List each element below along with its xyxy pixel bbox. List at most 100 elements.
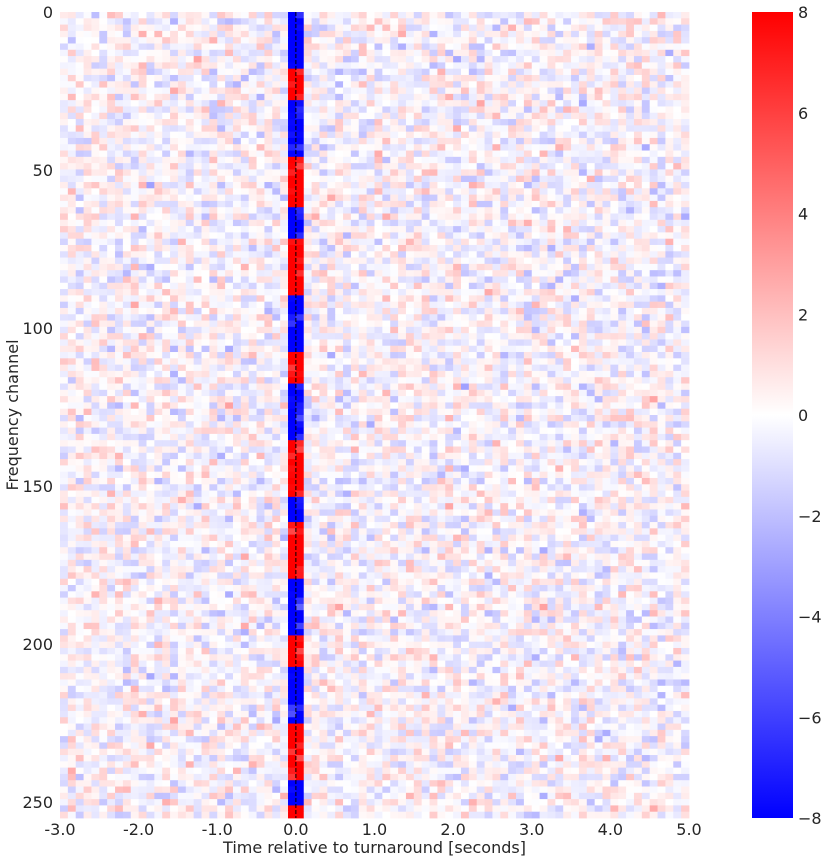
heatmap-cell	[264, 125, 273, 133]
heatmap-cell	[193, 74, 202, 82]
heatmap-cell	[437, 251, 446, 258]
heatmap-cell	[555, 270, 564, 277]
heatmap-cell	[232, 402, 242, 410]
heatmap-cell	[460, 49, 470, 57]
heatmap-cell	[201, 194, 210, 202]
heatmap-cell	[335, 226, 344, 233]
heatmap-cell	[295, 251, 305, 258]
heatmap-cell	[327, 251, 336, 258]
heatmap-cell	[138, 137, 147, 145]
heatmap-cell	[201, 37, 210, 44]
heatmap-cell	[232, 352, 242, 359]
heatmap-cell	[99, 119, 108, 126]
heatmap-cell	[177, 364, 187, 372]
heatmap-cell	[460, 333, 470, 340]
heatmap-cell	[280, 364, 289, 372]
heatmap-cell	[405, 106, 415, 114]
heatmap-cell	[240, 93, 250, 101]
heatmap-cell	[295, 307, 305, 315]
heatmap-cell	[201, 314, 210, 321]
heatmap-cell	[217, 307, 226, 315]
heatmap-cell	[154, 370, 163, 378]
heatmap-cell	[146, 43, 155, 51]
heatmap-cell	[492, 345, 501, 353]
heatmap-cell	[303, 301, 312, 309]
heatmap-cell	[350, 150, 360, 158]
heatmap-cell	[264, 200, 273, 208]
heatmap-cell	[531, 320, 541, 328]
heatmap-cell	[107, 358, 116, 366]
heatmap-cell	[673, 188, 682, 196]
heatmap-cell	[476, 307, 485, 315]
heatmap-cell	[193, 156, 202, 164]
heatmap-cell	[578, 74, 588, 82]
heatmap-cell	[232, 289, 242, 296]
heatmap-cell	[618, 282, 627, 290]
heatmap-cell	[539, 207, 548, 214]
heatmap-cell	[453, 175, 462, 183]
heatmap-cell	[99, 345, 108, 353]
heatmap-cell	[555, 125, 564, 133]
heatmap-cell	[516, 301, 525, 309]
heatmap-cell	[272, 251, 281, 258]
heatmap-cell	[91, 43, 100, 51]
heatmap-cell	[201, 188, 210, 196]
heatmap-cell	[563, 289, 572, 296]
heatmap-cell	[398, 370, 407, 378]
heatmap-cell	[484, 30, 493, 38]
heatmap-cell	[75, 276, 84, 284]
heatmap-cell	[657, 112, 666, 120]
heatmap-cell	[610, 81, 619, 88]
heatmap-cell	[248, 364, 257, 372]
heatmap-cell	[75, 30, 84, 38]
heatmap-cell	[67, 169, 77, 177]
heatmap-cell	[225, 188, 234, 196]
heatmap-cell	[531, 24, 541, 32]
heatmap-cell	[130, 163, 140, 170]
heatmap-cell	[99, 333, 108, 340]
heatmap-cell	[115, 112, 124, 120]
heatmap-cell	[75, 188, 84, 196]
heatmap-cell	[209, 112, 218, 120]
heatmap-cell	[99, 326, 108, 334]
heatmap-cell	[413, 188, 423, 196]
heatmap-cell	[146, 30, 155, 38]
heatmap-cell	[240, 100, 250, 107]
heatmap-cell	[523, 282, 533, 290]
heatmap-cell	[523, 213, 533, 221]
heatmap-cell	[264, 74, 273, 82]
heatmap-cell	[209, 106, 218, 114]
heatmap-cell	[563, 37, 572, 44]
heatmap-cell	[468, 119, 478, 126]
heatmap-cell	[413, 257, 423, 265]
heatmap-cell	[83, 358, 92, 366]
heatmap-cell	[83, 226, 92, 233]
heatmap-cell	[681, 389, 690, 397]
heatmap-cell	[115, 144, 124, 151]
heatmap-cell	[248, 377, 257, 384]
heatmap-cell	[453, 320, 462, 328]
heatmap-cell	[563, 56, 572, 63]
heatmap-cell	[421, 257, 430, 265]
heatmap-cell	[571, 37, 580, 44]
heatmap-cell	[586, 12, 596, 19]
heatmap-cell	[641, 81, 651, 88]
heatmap-cell	[626, 333, 635, 340]
heatmap-cell	[500, 270, 509, 277]
heatmap-cell	[162, 389, 171, 397]
heatmap-cell	[138, 106, 147, 114]
heatmap-cell	[382, 396, 391, 403]
heatmap-cell	[468, 396, 478, 403]
heatmap-cell	[264, 226, 273, 233]
heatmap-cell	[99, 339, 108, 347]
heatmap-cell	[516, 333, 525, 340]
heatmap-cell	[382, 345, 391, 353]
heatmap-cell	[162, 402, 171, 410]
heatmap-cell	[500, 295, 509, 303]
heatmap-cell	[99, 232, 108, 240]
heatmap-cell	[374, 339, 383, 347]
heatmap-cell	[492, 232, 501, 240]
heatmap-cell	[578, 396, 588, 403]
heatmap-cell	[209, 314, 218, 321]
heatmap-cell	[405, 93, 415, 101]
